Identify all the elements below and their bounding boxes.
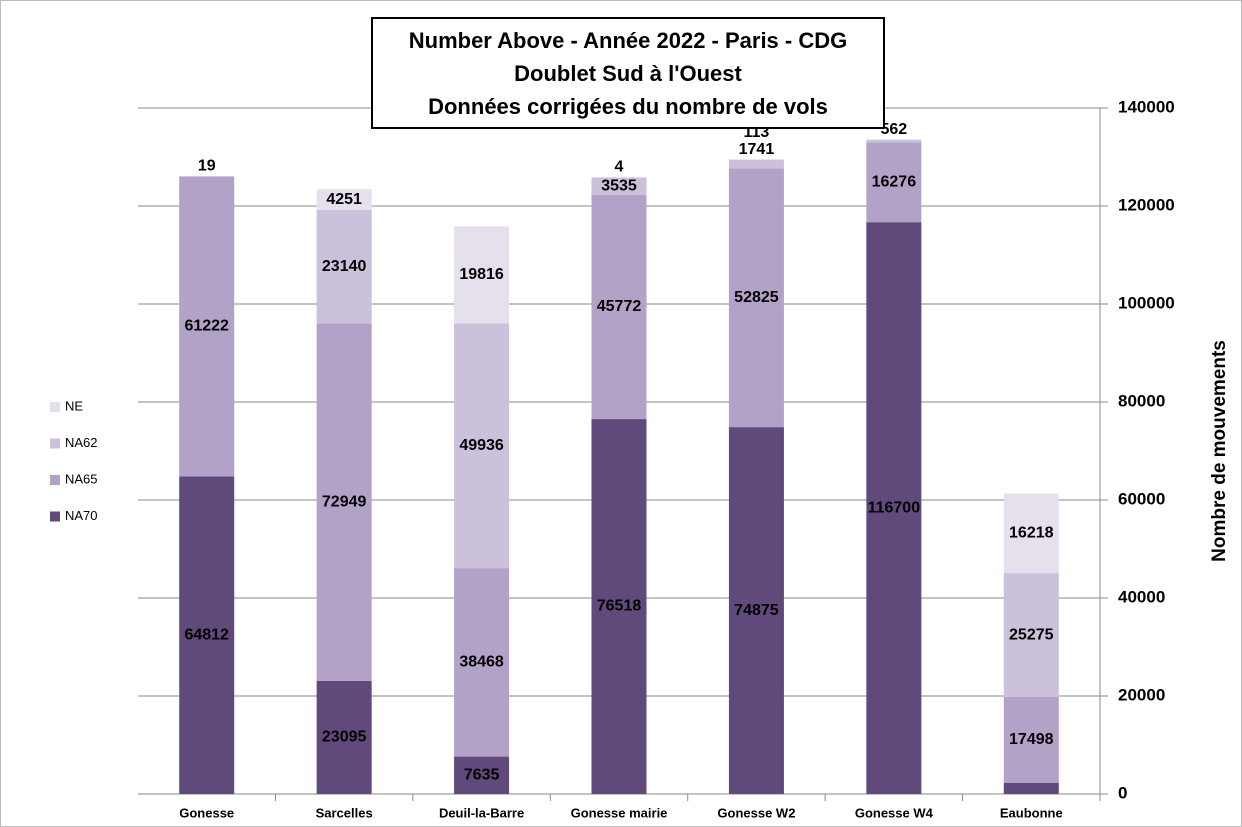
title-box: [371, 17, 885, 129]
bar-segment: [454, 226, 510, 324]
chart-title: Number Above - Année 2022 - Paris - CDG: [409, 28, 848, 53]
legend-label: NE: [65, 398, 83, 413]
bar-segment: [591, 177, 647, 195]
data-label: 116700: [868, 499, 921, 516]
data-label: 4251: [326, 191, 362, 208]
data-label: 49936: [459, 437, 504, 454]
legend-swatch: [50, 402, 60, 412]
bar-segment: [866, 142, 922, 223]
x-tick-label: Gonesse W2: [717, 805, 795, 820]
bar-segment: [728, 159, 784, 160]
bar-segment: [179, 176, 235, 477]
data-label: 23095: [322, 729, 367, 746]
chart-title: Données corrigées du nombre de vols: [428, 94, 828, 119]
bar-segment: [316, 680, 372, 794]
bar-segment: [316, 323, 372, 681]
legend-label: NA70: [65, 508, 98, 523]
y-tick-label: 20000: [1118, 685, 1165, 704]
data-label: 562: [881, 121, 908, 138]
bar-segment: [866, 139, 922, 143]
data-label: 16218: [1009, 525, 1054, 542]
data-label: 64812: [184, 626, 229, 643]
data-label: 16276: [872, 174, 917, 191]
y-tick-label: 120000: [1118, 195, 1175, 214]
y-tick-label: 100000: [1118, 293, 1175, 312]
bar-segment: [316, 189, 372, 210]
bar-segment: [1003, 493, 1059, 574]
bar-segment: [591, 419, 647, 794]
data-label: 23140: [322, 258, 367, 275]
data-label: 61222: [184, 318, 229, 335]
y-tick-label: 0: [1118, 783, 1127, 802]
legend-swatch: [50, 511, 60, 522]
legend-label: NA65: [65, 471, 98, 486]
bar-segment: [454, 568, 510, 757]
data-label: 52825: [734, 289, 779, 306]
data-label: 74875: [734, 602, 779, 619]
x-tick-label: Deuil-la-Barre: [439, 805, 524, 820]
y-axis-label: Nombre de mouvements: [1209, 340, 1230, 562]
bar-segment: [728, 159, 784, 169]
legend-swatch: [50, 475, 60, 485]
data-label: 17498: [1009, 731, 1054, 748]
bar-segment: [728, 427, 784, 794]
data-label: 7635: [464, 767, 500, 784]
bar-segment: [591, 194, 647, 420]
bar-segment: [316, 209, 372, 324]
data-label: 45772: [597, 298, 642, 315]
y-tick-label: 60000: [1118, 489, 1165, 508]
data-label: 25275: [1009, 626, 1054, 643]
chart-title: Doublet Sud à l'Ouest: [514, 61, 742, 86]
bar-segment: [728, 168, 784, 428]
y-tick-label: 40000: [1118, 587, 1165, 606]
x-tick-label: Sarcelles: [316, 805, 373, 820]
data-label: 38468: [459, 654, 504, 671]
data-label: 19: [198, 158, 216, 175]
bar-segment: [1003, 573, 1059, 697]
y-tick-label: 80000: [1118, 391, 1165, 410]
data-label: 1741: [739, 141, 775, 158]
legend-label: NA62: [65, 435, 98, 450]
bar-segment: [179, 476, 235, 794]
data-label: 19816: [459, 266, 504, 283]
x-tick-label: Eaubonne: [1000, 805, 1063, 820]
data-label: 76518: [597, 598, 642, 615]
y-tick-label: 140000: [1118, 97, 1175, 116]
bar-segment: [1003, 696, 1059, 783]
bar-segment: [1003, 782, 1059, 794]
data-label: 3535: [601, 177, 637, 194]
bar-segment: [866, 222, 922, 795]
legend-swatch: [50, 438, 60, 449]
x-tick-label: Gonesse: [179, 805, 234, 820]
data-label: 4: [615, 159, 624, 176]
bar-segment: [454, 756, 510, 794]
x-tick-label: Gonesse W4: [855, 805, 934, 820]
bar-segment: [454, 323, 510, 569]
x-tick-label: Gonesse mairie: [571, 805, 668, 820]
data-label: 72949: [322, 493, 367, 510]
